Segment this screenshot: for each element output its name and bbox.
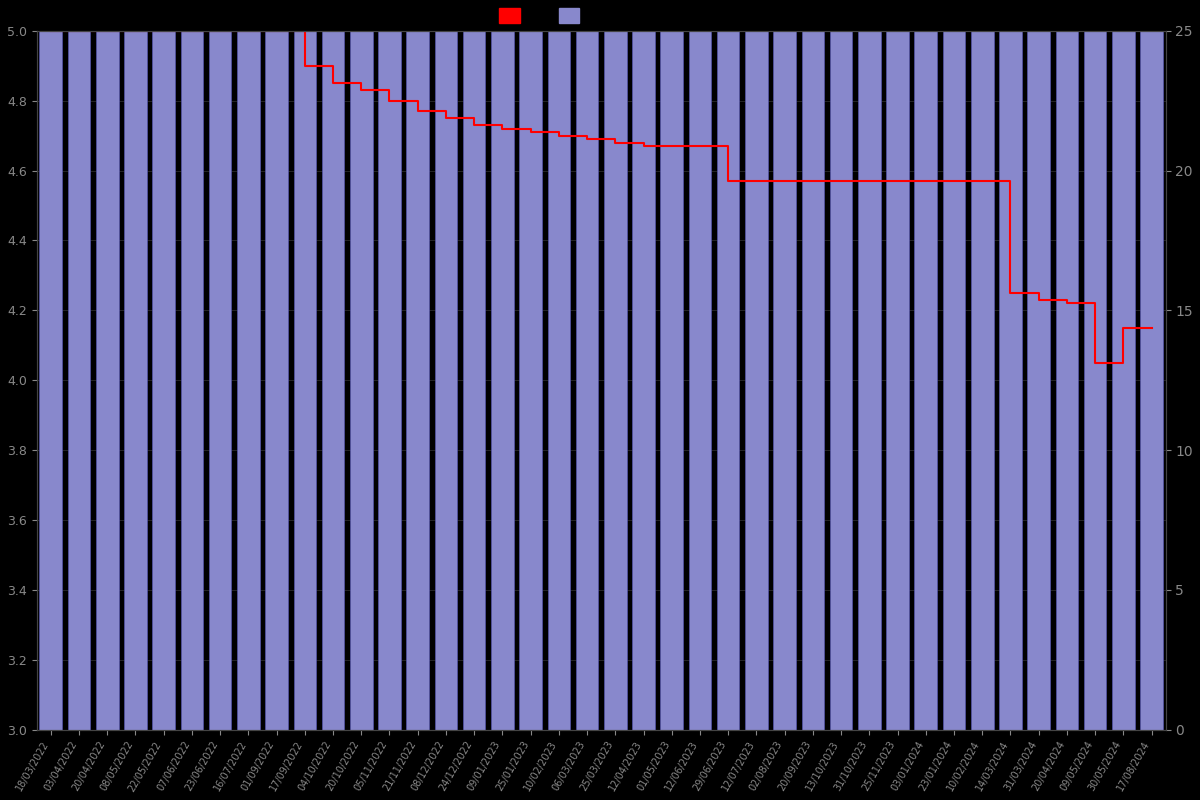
Bar [773,0,796,730]
Bar [407,0,430,730]
Bar [124,0,146,730]
Bar [378,0,401,730]
Bar [350,0,372,730]
Bar [802,0,824,730]
Bar [265,0,288,730]
Bar [547,0,570,730]
Bar [1084,0,1106,730]
Bar [294,0,316,730]
Bar [40,0,62,730]
Legend: , : , [493,3,596,29]
Bar [181,0,203,730]
Bar [632,0,655,730]
Bar [576,0,599,730]
Bar [745,0,768,730]
Bar [1000,0,1021,730]
Bar [858,0,881,730]
Bar [604,0,626,730]
Bar [1027,0,1050,730]
Bar [1056,0,1079,730]
Bar [689,0,712,730]
Bar [716,0,739,730]
Bar [463,0,486,730]
Bar [830,0,852,730]
Bar [943,0,965,730]
Bar [96,0,119,730]
Bar [209,0,232,730]
Bar [152,0,175,730]
Bar [1112,0,1135,730]
Bar [1140,0,1163,730]
Bar [238,0,259,730]
Bar [887,0,908,730]
Bar [971,0,994,730]
Bar [520,0,542,730]
Bar [67,0,90,730]
Bar [322,0,344,730]
Bar [434,0,457,730]
Bar [660,0,683,730]
Bar [491,0,514,730]
Bar [914,0,937,730]
